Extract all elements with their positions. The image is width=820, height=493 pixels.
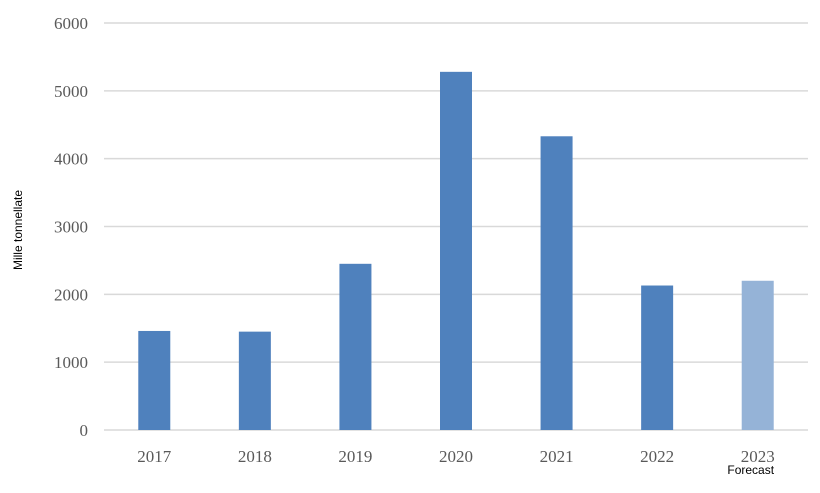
- y-tick-label: 5000: [54, 82, 88, 101]
- y-axis-label: Mille tonnellate: [11, 190, 25, 270]
- x-tick-labels: 2017 2018 2019 2020 2021 2022 2023: [137, 447, 774, 466]
- y-tick-label: 3000: [54, 218, 88, 237]
- y-tick-label: 0: [80, 421, 89, 440]
- y-tick-labels: 0 1000 2000 3000 4000 5000 6000: [54, 14, 88, 440]
- bar-2018: [238, 331, 271, 430]
- x-tick-label: 2021: [540, 447, 574, 466]
- bar-2017: [138, 330, 171, 430]
- x-tick-label: 2022: [640, 447, 674, 466]
- x-tick-label: 2023: [741, 447, 775, 466]
- x-tick-label: 2018: [238, 447, 272, 466]
- y-tick-label: 2000: [54, 285, 88, 304]
- bar-2023: [741, 280, 774, 430]
- forecast-annotation: Forecast: [727, 463, 774, 477]
- x-tick-label: 2020: [439, 447, 473, 466]
- bar-2022: [641, 285, 674, 430]
- bars: [138, 71, 774, 430]
- bar-2020: [440, 71, 472, 430]
- y-tick-label: 4000: [54, 150, 88, 169]
- x-tick-label: 2017: [137, 447, 172, 466]
- bar-2021: [540, 136, 573, 430]
- y-tick-label: 6000: [54, 14, 88, 33]
- y-tick-label: 1000: [54, 353, 88, 372]
- bar-2019: [339, 263, 372, 430]
- x-tick-label: 2019: [338, 447, 372, 466]
